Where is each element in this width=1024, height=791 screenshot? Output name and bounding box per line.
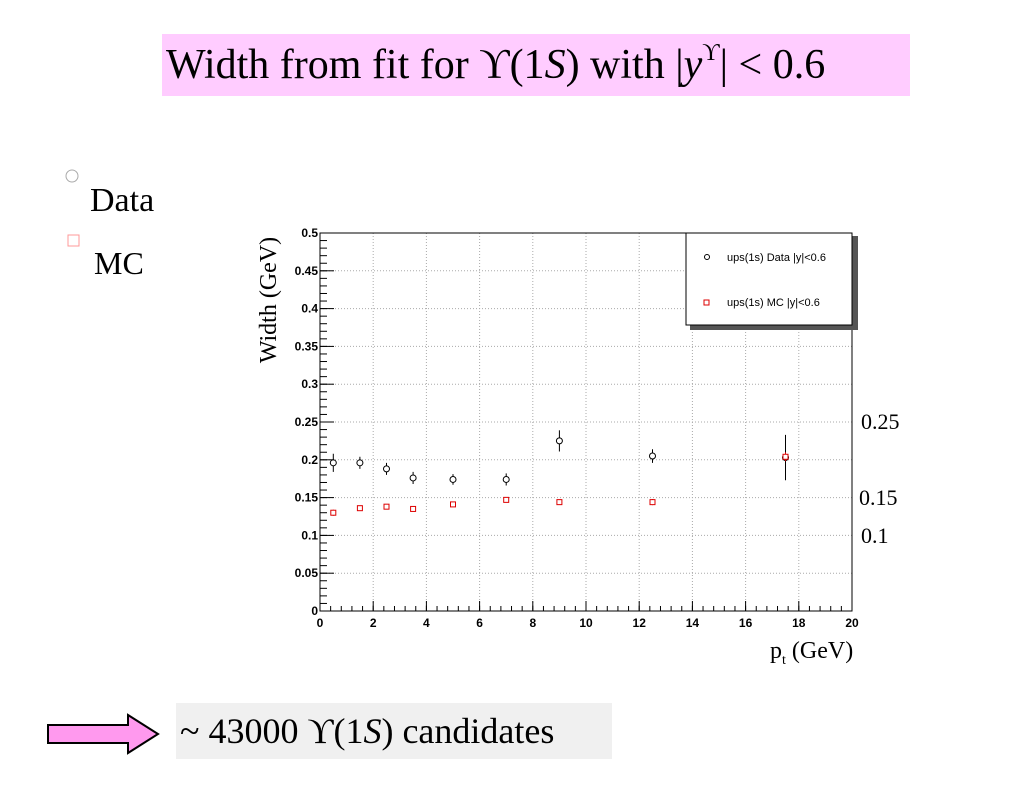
bottom-note-italic-s: S bbox=[363, 711, 382, 751]
title-suffix: | < 0.6 bbox=[719, 42, 826, 88]
data-point-5 bbox=[502, 473, 510, 486]
x-tick-label: 16 bbox=[739, 616, 753, 630]
x-tick-label: 6 bbox=[476, 616, 483, 630]
title-middle: ) with | bbox=[565, 42, 684, 88]
data-point-7 bbox=[649, 449, 656, 463]
annotation-0-25: 0.25 bbox=[861, 409, 900, 434]
x-tick-label: 18 bbox=[792, 616, 806, 630]
mc-marker bbox=[383, 503, 390, 510]
side-legend-mc: MC bbox=[94, 245, 144, 281]
x-tick-label: 14 bbox=[686, 616, 700, 630]
x-axis-sub: t bbox=[782, 652, 786, 668]
mc-point-8 bbox=[782, 452, 789, 462]
data-marker bbox=[649, 452, 656, 460]
data-point-3 bbox=[409, 471, 417, 484]
title-background bbox=[162, 34, 910, 96]
bottom-note-suffix: ) candidates bbox=[381, 711, 555, 751]
mc-marker bbox=[410, 505, 417, 512]
mc-marker bbox=[330, 509, 337, 516]
legend-data-marker bbox=[704, 254, 710, 260]
data-points bbox=[329, 430, 789, 516]
title-italic-y: y bbox=[683, 42, 703, 88]
mc-point-4 bbox=[450, 501, 456, 508]
y-tick-label: 0.3 bbox=[301, 377, 318, 391]
mc-point-5 bbox=[503, 496, 510, 503]
mc-point-6 bbox=[556, 499, 563, 506]
data-circle-icon bbox=[65, 169, 79, 183]
legend-mc-entry: ups(1s) MC |y|<0.6 bbox=[727, 297, 820, 309]
chart-grid bbox=[320, 233, 852, 611]
mc-marker bbox=[503, 496, 510, 503]
mc-marker bbox=[556, 499, 563, 506]
data-point-4 bbox=[449, 474, 457, 485]
y-tick-label: 0.2 bbox=[301, 453, 318, 467]
data-marker bbox=[356, 459, 364, 467]
x-tick-label: 20 bbox=[845, 616, 859, 630]
x-tick-label: 8 bbox=[529, 616, 536, 630]
bottom-note: ~ 43000 ϒ(1S) candidates bbox=[180, 707, 554, 755]
y-tick-label: 0.35 bbox=[295, 339, 319, 353]
y-tick-label: 0.4 bbox=[301, 302, 318, 316]
title-italic-s: S bbox=[544, 42, 566, 88]
annotation-0-15: 0.15 bbox=[859, 485, 898, 510]
legend-box bbox=[685, 232, 853, 326]
data-marker bbox=[502, 475, 510, 483]
y-tick-label: 0 bbox=[311, 604, 318, 618]
y-tick-label: 0.45 bbox=[295, 264, 319, 278]
bottom-note-background bbox=[176, 703, 612, 759]
mc-point-0 bbox=[330, 509, 337, 516]
y-tick-labels: 0 0.05 0.1 0.15 0.2 0.25 0.3 0.35 0.4 0.45 0.5 bbox=[295, 226, 319, 618]
legend-mc-marker bbox=[703, 299, 710, 306]
x-tick-label: 12 bbox=[633, 616, 647, 630]
data-point-2 bbox=[383, 462, 390, 475]
mc-marker bbox=[356, 505, 363, 512]
legend-data-entry: ups(1s) Data |y|<0.6 bbox=[727, 252, 826, 264]
data-marker bbox=[449, 475, 457, 483]
title-superscript: ϒ bbox=[702, 40, 720, 66]
y-tick-label: 0.05 bbox=[295, 566, 319, 580]
data-point-0 bbox=[329, 453, 337, 472]
mc-marker bbox=[649, 499, 656, 506]
y-tick-label: 0.15 bbox=[295, 491, 319, 505]
x-tick-labels: 0 2 4 6 8 10 12 14 16 18 20 bbox=[317, 616, 859, 630]
y-axis-label: Width (GeV) bbox=[256, 236, 282, 364]
data-marker bbox=[383, 465, 390, 473]
data-marker bbox=[409, 474, 417, 482]
chart-legend: ups(1s) Data |y|<0.6 ups(1s) MC |y|<0.6 bbox=[685, 232, 858, 330]
x-axis-label: pt (GeV) bbox=[770, 638, 853, 669]
title-prefix: Width from fit for ϒ(1 bbox=[166, 42, 545, 88]
right-arrow-icon bbox=[47, 713, 160, 755]
y-tick-label: 0.1 bbox=[301, 528, 318, 542]
annotation-0-1: 0.1 bbox=[861, 523, 889, 548]
x-tick-label: 4 bbox=[423, 616, 430, 630]
data-point-1 bbox=[356, 456, 364, 469]
x-tick-label: 2 bbox=[370, 616, 377, 630]
data-marker bbox=[555, 437, 563, 445]
x-tick-label: 10 bbox=[579, 616, 593, 630]
axis-ticks bbox=[319, 232, 853, 612]
bottom-note-prefix: ~ 43000 ϒ(1 bbox=[180, 711, 364, 751]
mc-point-7 bbox=[649, 499, 656, 506]
mc-point-1 bbox=[356, 505, 363, 512]
side-legend-data: Data bbox=[90, 182, 155, 219]
data-marker bbox=[329, 459, 337, 467]
mc-point-3 bbox=[410, 505, 417, 512]
mc-marker bbox=[450, 501, 456, 508]
x-axis-unit: (GeV) bbox=[785, 638, 854, 664]
x-axis-main: p bbox=[770, 638, 782, 664]
y-tick-label: 0.5 bbox=[301, 226, 318, 240]
mc-point-2 bbox=[383, 503, 390, 510]
data-point-6 bbox=[555, 430, 563, 452]
mc-marker bbox=[782, 453, 789, 460]
y-tick-label: 0.25 bbox=[295, 415, 319, 429]
slide-title: Width from fit for ϒ(1S) with |yϒ| < 0.6 bbox=[166, 38, 825, 92]
x-tick-label: 0 bbox=[317, 616, 324, 630]
mc-square-icon bbox=[67, 234, 80, 247]
